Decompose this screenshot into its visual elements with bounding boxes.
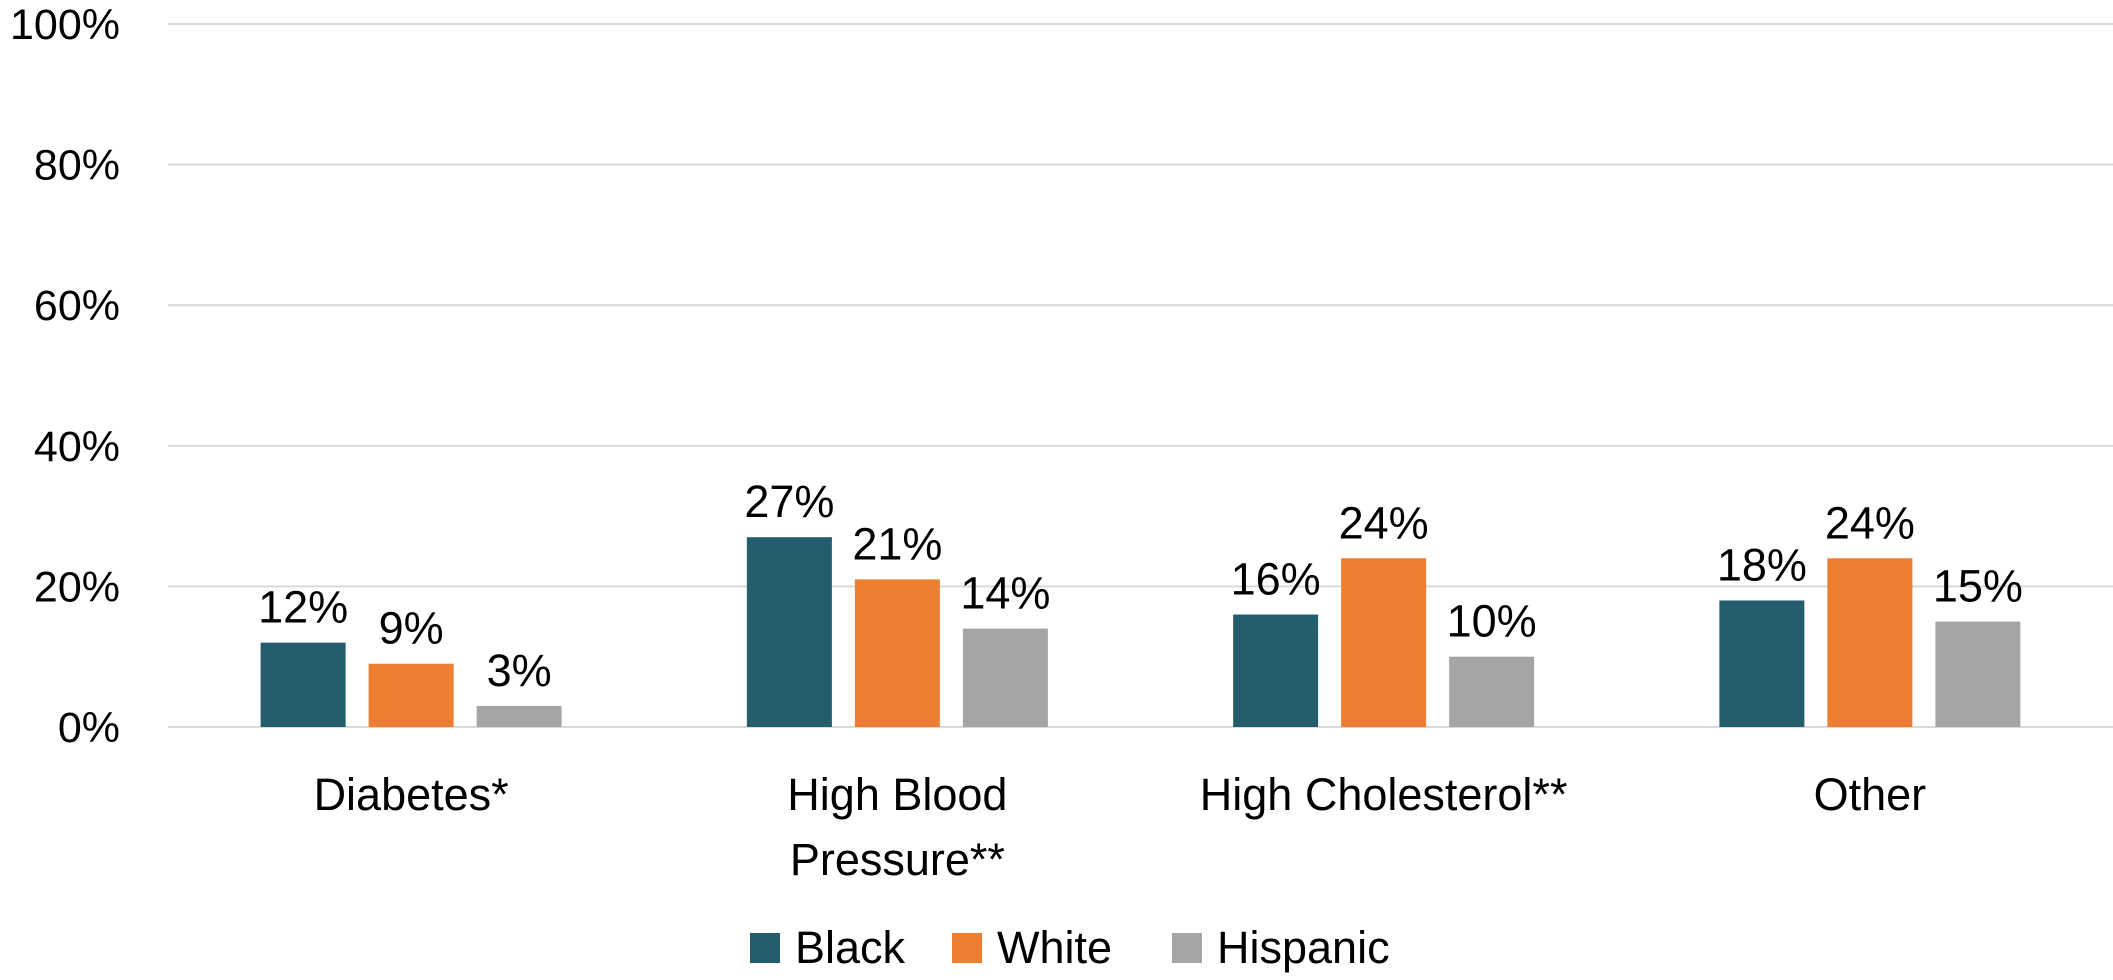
data-label: 21% — [852, 518, 942, 569]
bar-hispanic — [1935, 621, 2021, 727]
legend-swatch-black — [750, 933, 780, 963]
bar-white — [368, 663, 454, 727]
y-tick-label: 40% — [34, 423, 120, 471]
bar-black — [1233, 614, 1319, 727]
data-labels: 12% 9% 3% 27% 21% 14% 16% 24% 10% 18% 24% 15% — [258, 476, 2023, 696]
data-label: 3% — [487, 645, 552, 696]
gridlines — [168, 23, 2113, 728]
y-axis: 0% 20% 40% 60% 80% 100% — [10, 1, 120, 752]
legend-label-hispanic: Hispanic — [1217, 922, 1390, 973]
bar-hispanic — [476, 705, 562, 727]
x-category-label: Pressure** — [790, 834, 1005, 885]
bar-hispanic — [1449, 656, 1535, 727]
legend-swatch-white — [952, 933, 982, 963]
data-label: 14% — [960, 568, 1050, 619]
data-label: 10% — [1447, 596, 1537, 647]
x-category-label: Other — [1814, 769, 1927, 820]
y-tick-label: 60% — [34, 282, 120, 330]
y-tick-label: 100% — [10, 1, 120, 49]
legend-label-white: White — [997, 922, 1112, 973]
legend: Black White Hispanic — [750, 922, 1390, 973]
bar-black — [1719, 600, 1805, 727]
y-tick-label: 80% — [34, 142, 120, 190]
bar-black — [746, 537, 832, 727]
data-label: 24% — [1825, 497, 1915, 548]
y-tick-label: 0% — [58, 704, 120, 752]
bar-white — [854, 579, 940, 727]
data-label: 15% — [1933, 561, 2023, 612]
bar-white — [1341, 558, 1427, 727]
x-axis: Diabetes* High Blood Pressure** High Choles… — [314, 769, 1927, 885]
bars — [260, 537, 2021, 727]
data-label: 16% — [1231, 554, 1321, 605]
x-category-label: Diabetes* — [314, 769, 509, 820]
y-tick-label: 20% — [34, 563, 120, 611]
bar-white — [1827, 558, 1913, 727]
data-label: 27% — [744, 476, 834, 527]
data-label: 12% — [258, 582, 348, 633]
data-label: 9% — [379, 603, 444, 654]
bar-black — [260, 642, 346, 727]
data-label: 24% — [1339, 497, 1429, 548]
x-category-label: High Cholesterol** — [1200, 769, 1568, 820]
bar-hispanic — [962, 628, 1048, 727]
legend-label-black: Black — [795, 922, 906, 973]
legend-swatch-hispanic — [1172, 933, 1202, 963]
data-label: 18% — [1717, 539, 1807, 590]
x-category-label: High Blood — [787, 769, 1007, 820]
